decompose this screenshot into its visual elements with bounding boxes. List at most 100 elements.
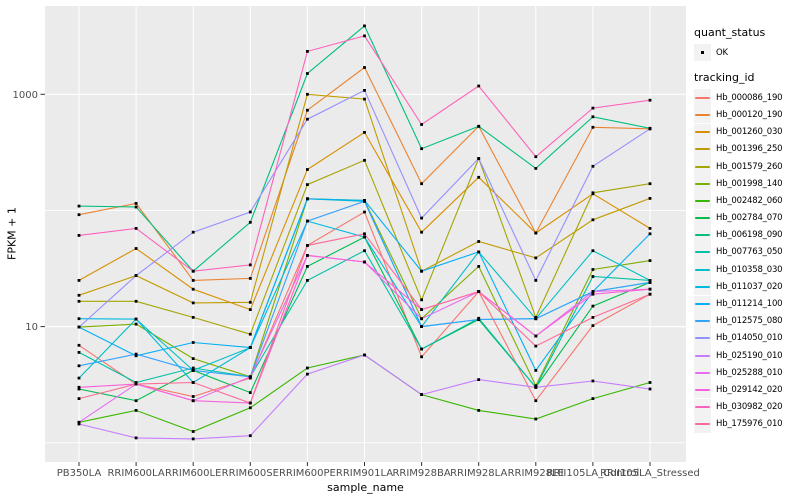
data-point: [191, 395, 195, 398]
data-point: [248, 277, 252, 280]
legend-item-label: Hb_001998_140: [716, 178, 783, 189]
data-point: [77, 422, 81, 426]
series-color-line-icon: [695, 217, 710, 220]
data-point: [248, 210, 252, 214]
data-point: [591, 324, 595, 327]
data-point: [134, 202, 138, 205]
data-point: [134, 354, 138, 358]
legend-item-label: Hb_029142_020: [716, 384, 783, 395]
data-point: [534, 334, 538, 338]
legend-item-Hb_002482_060: Hb_002482_060: [694, 192, 798, 210]
series-color-line-icon: [695, 165, 710, 168]
data-point: [363, 260, 366, 264]
legend-item-label: Hb_030982_020: [716, 402, 783, 413]
data-point: [477, 290, 481, 293]
data-point: [77, 325, 81, 329]
data-point: [248, 406, 252, 410]
data-point: [77, 397, 81, 400]
data-point: [77, 293, 81, 297]
data-point: [477, 250, 481, 254]
data-point: [648, 381, 652, 384]
data-point: [134, 381, 138, 384]
legend-item-Hb_011037_020: Hb_011037_020: [694, 278, 798, 296]
data-point: [591, 316, 595, 319]
data-point: [648, 98, 652, 102]
data-point: [191, 269, 195, 273]
data-point: [191, 366, 195, 370]
data-point: [306, 108, 309, 112]
data-point: [77, 364, 81, 368]
data-point: [591, 164, 595, 168]
axis-tick-labels: PB350LA RRIM600LA RRIM600LE RRIM600SE RRIM60…: [13, 90, 700, 479]
data-point: [363, 34, 366, 38]
data-point: [77, 234, 81, 237]
quant-status-legend-item: OK: [694, 44, 798, 62]
data-point: [591, 106, 595, 110]
tracking-id-legend-title: tracking_id: [694, 71, 755, 85]
data-point: [191, 357, 195, 360]
data-point: [648, 197, 652, 200]
data-point: [420, 269, 423, 273]
series-color-line-icon: [695, 199, 710, 202]
data-point: [420, 298, 423, 302]
series-color-line-icon: [695, 113, 710, 116]
data-point: [591, 290, 595, 293]
series-color-line-icon: [695, 96, 710, 99]
data-point: [134, 299, 138, 303]
legend-key-box: [694, 278, 711, 296]
data-point: [248, 401, 252, 405]
legend-key-box: [694, 364, 711, 382]
legend-key-box: [694, 329, 711, 347]
data-point: [591, 268, 595, 271]
data-point: [363, 232, 366, 236]
legend-item-label: Hb_175976_010: [716, 419, 783, 430]
legend-key-box: [694, 106, 711, 124]
data-point: [591, 125, 595, 129]
legend-item-label: Hb_006198_090: [716, 230, 783, 241]
series-color-line-icon: [695, 285, 710, 288]
data-point: [248, 434, 252, 438]
data-point: [191, 399, 195, 403]
data-point: [306, 254, 309, 257]
data-point: [248, 220, 252, 224]
data-point: [134, 399, 138, 403]
data-point: [648, 259, 652, 262]
data-point: [306, 265, 309, 268]
data-point: [534, 167, 538, 170]
legend-item-label: Hb_002482_060: [716, 195, 783, 206]
y-tick-label: 1000: [13, 90, 38, 101]
legend-key-box: [694, 312, 711, 330]
data-point: [648, 227, 652, 230]
data-point: [534, 279, 538, 282]
x-tick-label: RRIM928LA: [450, 468, 507, 479]
data-point: [134, 436, 138, 440]
series-color-line-icon: [695, 148, 710, 151]
data-point: [420, 325, 423, 328]
data-point: [77, 204, 81, 208]
data-point: [306, 244, 309, 247]
data-point: [134, 322, 138, 326]
data-point: [534, 417, 538, 421]
legend-key-box: [694, 44, 711, 62]
legend-item-Hb_014050_010: Hb_014050_010: [694, 329, 798, 347]
series-color-line-icon: [695, 354, 710, 357]
series-color-line-icon: [695, 303, 710, 306]
data-point: [420, 347, 423, 351]
data-point: [363, 235, 366, 239]
data-point: [77, 385, 81, 389]
data-point: [534, 399, 538, 403]
data-point: [77, 376, 81, 380]
data-point: [191, 341, 195, 344]
legend-item-Hb_025190_010: Hb_025190_010: [694, 347, 798, 365]
series-color-line-icon: [695, 371, 710, 374]
data-point: [534, 384, 538, 388]
series-color-line-icon: [695, 131, 710, 134]
legend-item-Hb_029142_020: Hb_029142_020: [694, 381, 798, 399]
legend-item-label: Hb_025288_010: [716, 367, 783, 378]
legend-key-box: [694, 192, 711, 210]
data-point: [534, 155, 538, 159]
legend-item-label: Hb_001579_260: [716, 161, 783, 172]
data-point: [363, 210, 366, 214]
data-point: [648, 182, 652, 186]
